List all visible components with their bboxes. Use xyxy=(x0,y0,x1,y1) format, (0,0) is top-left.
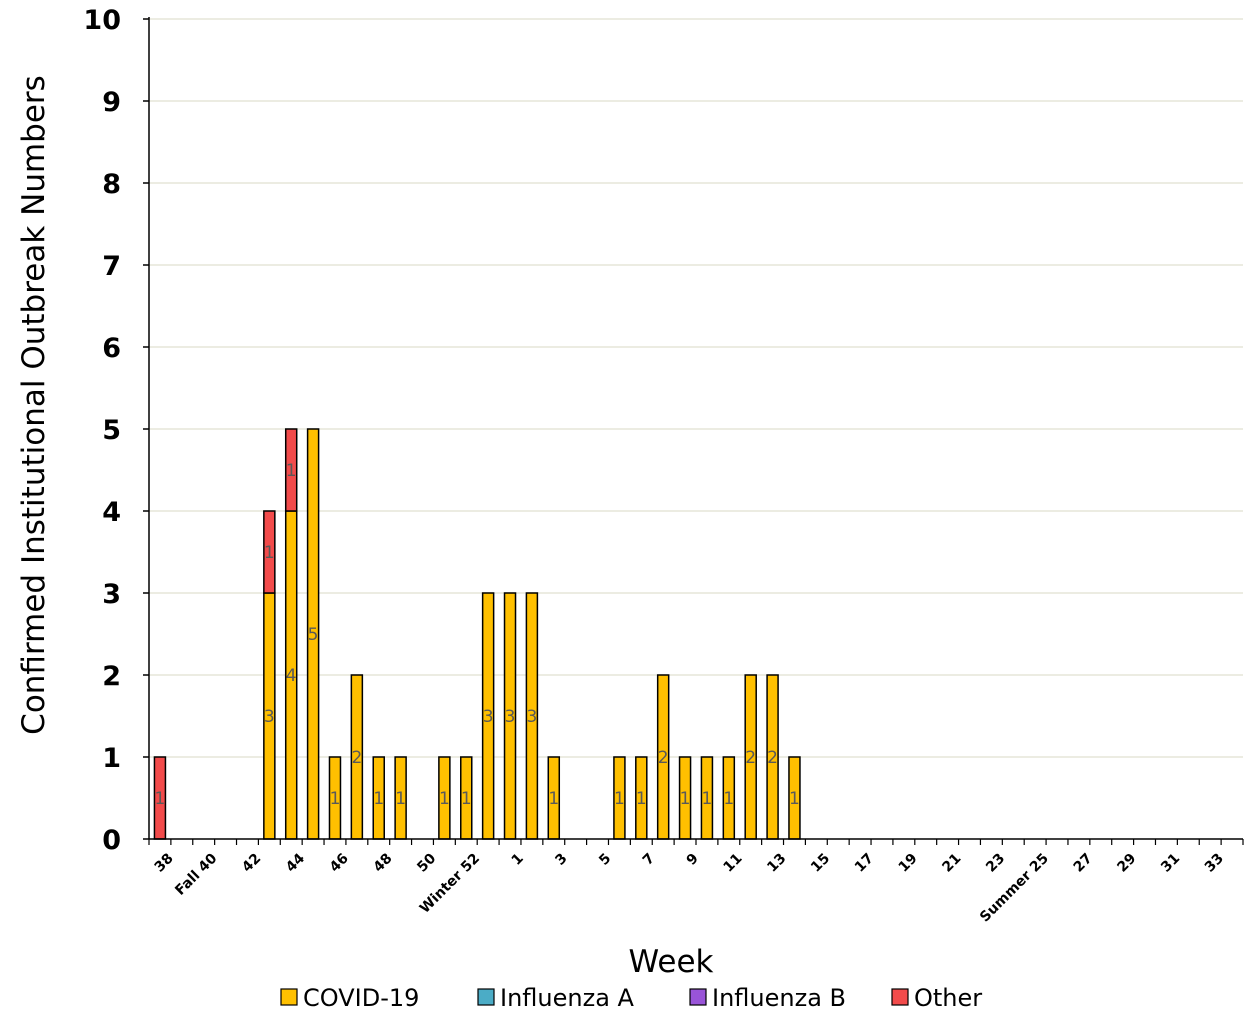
data-label: 4 xyxy=(286,666,297,686)
y-tick-label: 3 xyxy=(102,579,121,610)
data-label: 1 xyxy=(702,789,713,809)
data-label: 1 xyxy=(439,789,450,809)
data-label: 1 xyxy=(395,789,406,809)
y-tick-label: 1 xyxy=(102,743,121,774)
bar-other xyxy=(263,510,276,594)
legend-label: Influenza B xyxy=(712,984,846,1012)
x-tick-label: 48 xyxy=(370,851,395,876)
legend-swatch xyxy=(689,988,707,1006)
data-label: 1 xyxy=(723,789,734,809)
x-tick-label: 1 xyxy=(509,851,527,869)
legend-label: Other xyxy=(914,984,982,1012)
y-tick-label: 9 xyxy=(102,87,121,118)
legend-swatch xyxy=(477,988,495,1006)
legend: COVID-19 Influenza A Influenza B Other xyxy=(280,984,982,1012)
x-tick-label: 19 xyxy=(896,851,921,876)
x-tick-label: 29 xyxy=(1114,851,1139,876)
data-label: 1 xyxy=(461,789,472,809)
data-label: 3 xyxy=(526,707,537,727)
data-label: 1 xyxy=(155,789,166,809)
x-tick-label: 5 xyxy=(596,851,614,869)
legend-label: Influenza A xyxy=(500,984,635,1012)
x-tick-label: Fall 40 xyxy=(172,850,220,898)
data-label: 1 xyxy=(286,461,297,481)
x-tick-label: 44 xyxy=(283,850,308,875)
x-tick-label: 7 xyxy=(640,851,658,869)
legend-swatch xyxy=(891,988,909,1006)
x-tick-label: 21 xyxy=(939,851,964,876)
y-tick-label: 7 xyxy=(102,251,121,282)
data-label: 2 xyxy=(767,748,778,768)
x-tick-label: 17 xyxy=(852,851,877,876)
data-label: 1 xyxy=(636,789,647,809)
y-tick-label: 10 xyxy=(83,5,121,36)
data-label: 1 xyxy=(548,789,559,809)
x-axis-title: Week xyxy=(629,944,714,980)
x-tick-label: 31 xyxy=(1158,851,1183,876)
y-tick-label: 4 xyxy=(102,497,121,528)
x-tick-label: 27 xyxy=(1071,851,1096,876)
data-label: 3 xyxy=(264,707,275,727)
legend-label: COVID-19 xyxy=(303,984,419,1012)
data-label: 1 xyxy=(373,789,384,809)
data-label: 3 xyxy=(505,707,516,727)
data-label: 1 xyxy=(330,789,341,809)
data-label: 1 xyxy=(264,543,275,563)
data-label: 2 xyxy=(351,748,362,768)
x-tick-label: 42 xyxy=(239,851,264,876)
legend-swatch xyxy=(280,988,298,1006)
y-tick-label: 2 xyxy=(102,661,121,692)
data-label: 3 xyxy=(483,707,494,727)
x-tick-label: 3 xyxy=(552,851,570,869)
data-label: 2 xyxy=(745,748,756,768)
x-tick-label: 11 xyxy=(721,851,746,876)
y-tick-label: 0 xyxy=(102,825,121,856)
data-label: 1 xyxy=(680,789,691,809)
x-tick-label: 50 xyxy=(414,850,439,875)
data-label: 1 xyxy=(614,789,625,809)
data-label: 1 xyxy=(789,789,800,809)
x-tick-label: 46 xyxy=(327,851,352,876)
bar-other xyxy=(284,428,298,512)
y-tick-label: 6 xyxy=(102,333,121,364)
x-tick-label: 23 xyxy=(983,851,1008,876)
x-tick-label: 38 xyxy=(152,851,177,876)
data-label: 2 xyxy=(658,748,669,768)
y-tick-label: 8 xyxy=(102,169,121,200)
y-tick-label: 5 xyxy=(102,415,121,446)
x-tick-label: 9 xyxy=(684,851,702,869)
x-tick-label: 33 xyxy=(1202,851,1227,876)
y-axis-title: Confirmed Institutional Outbreak Numbers xyxy=(16,75,52,735)
gridlines xyxy=(149,18,1243,758)
x-tick-label: 13 xyxy=(764,851,789,876)
x-tick-label: 15 xyxy=(808,851,833,876)
data-label: 5 xyxy=(308,625,319,645)
